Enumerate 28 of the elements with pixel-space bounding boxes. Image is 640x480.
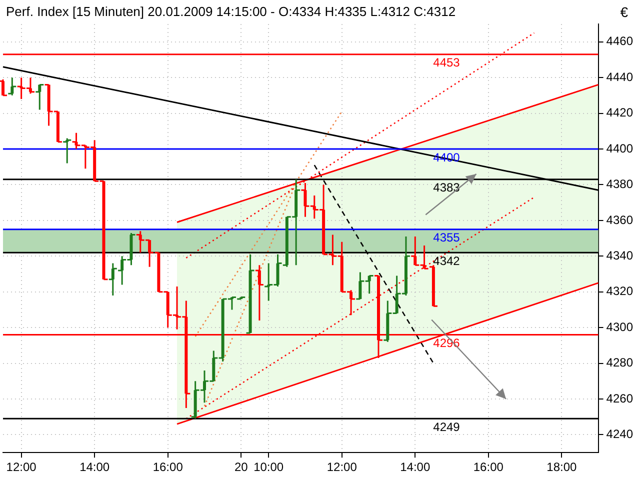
y-tick-label: 4240	[606, 427, 634, 442]
ref-line-label: 4453	[433, 56, 460, 70]
y-tick-label: 4260	[606, 391, 634, 406]
y-axis-title: €	[620, 4, 628, 20]
y-tick-label: 4300	[606, 320, 634, 334]
ref-line-label: 4342	[433, 254, 460, 268]
y-tick-label: 4460	[606, 34, 634, 48]
x-tick-label: 10:00	[254, 460, 284, 474]
x-tick-label: 12:00	[6, 460, 37, 474]
y-tick-label: 4360	[606, 212, 634, 227]
chart-title: Perf. Index [15 Minuten] 20.01.2009 14:15:00 - O:4334 H:4335 L:4312 C:4312	[6, 4, 456, 19]
x-tick-label: 16:00	[473, 460, 504, 474]
x-tick-label: 14:00	[400, 460, 430, 474]
x-tick-label: 12:00	[326, 460, 358, 474]
x-tick-label: 20	[234, 460, 248, 474]
x-tick-label: 18:00	[546, 460, 578, 474]
y-tick-label: 4440	[606, 70, 634, 84]
y-tick-label: 4380	[606, 177, 634, 192]
ref-line-label: 4249	[433, 420, 460, 434]
y-tick-label: 4400	[606, 141, 634, 156]
y-tick-label: 4280	[606, 356, 634, 370]
y-tick-label: 4320	[606, 284, 634, 298]
x-tick-label: 14:00	[80, 460, 110, 474]
ref-line-label: 4355	[433, 230, 460, 245]
ref-line-label: 4383	[433, 180, 460, 195]
y-tick-label: 4340	[606, 248, 634, 262]
y-tick-label: 4420	[606, 106, 634, 120]
x-tick-label: 16:00	[152, 460, 184, 474]
